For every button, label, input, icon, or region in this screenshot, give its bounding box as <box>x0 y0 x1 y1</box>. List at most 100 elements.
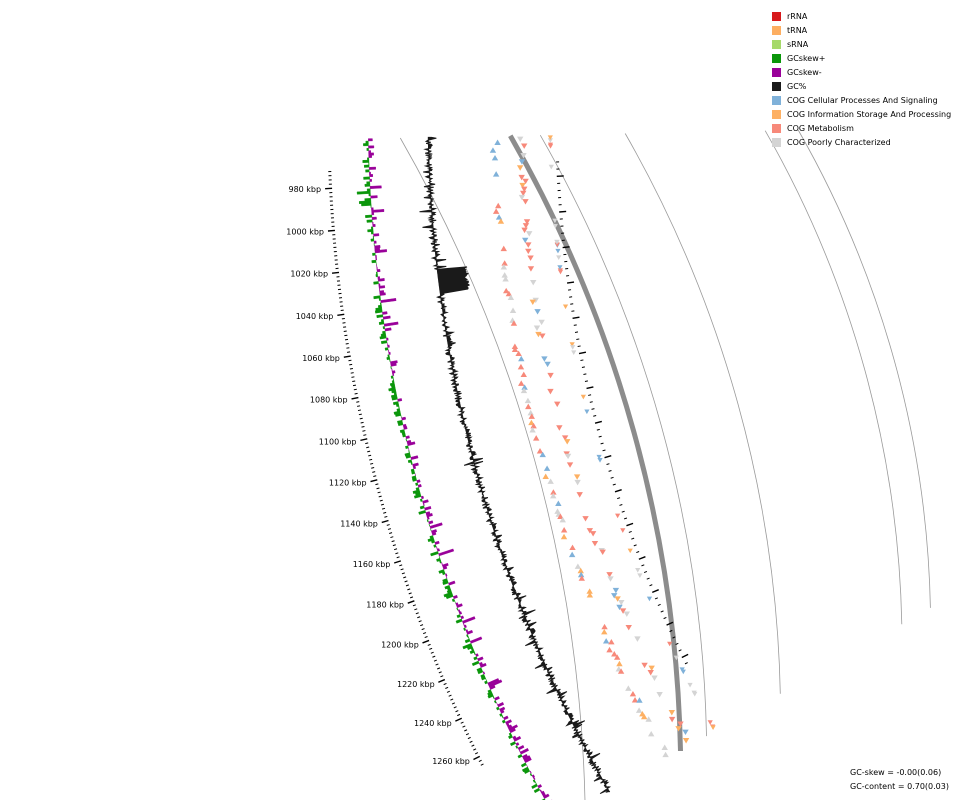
axis-tick <box>370 479 378 483</box>
gc-skew-positive-bar <box>487 693 494 699</box>
inner-tick <box>619 504 623 506</box>
legend-label: tRNA <box>787 25 808 35</box>
gc-skew-negative-bar <box>434 540 440 545</box>
gc-skew-positive-bar <box>508 734 513 740</box>
axis-tick <box>368 454 372 457</box>
inner-tick <box>651 589 659 594</box>
axis-tick <box>396 556 400 559</box>
gc-skew-negative-bar <box>513 736 522 742</box>
axis-tick <box>407 600 415 604</box>
legend-swatch <box>772 39 781 49</box>
legend-label: GCskew+ <box>787 53 826 63</box>
gc-skew-positive-bar <box>451 598 456 602</box>
guide-ring <box>764 130 903 625</box>
gc-skew-positive-bar <box>471 660 480 667</box>
gc-skew-negative-bar <box>368 152 374 156</box>
axis-tick <box>435 663 439 666</box>
axis-tick <box>349 368 353 370</box>
gc-skew-positive-bar <box>438 569 445 574</box>
inner-tick <box>614 489 622 493</box>
feature-plus-strand <box>503 287 510 294</box>
gc-skew-positive-bar <box>363 176 370 180</box>
axis-tick <box>352 380 356 383</box>
legend-item-gcskew-pos: GCskew+ <box>772 51 951 65</box>
feature-plus-strand <box>625 685 632 691</box>
gc-skew-positive-bar <box>438 555 441 559</box>
axis-tick-label: 1080 kbp <box>310 396 348 405</box>
gc-skew-positive-bar <box>384 347 389 351</box>
axis-tick <box>457 713 461 717</box>
gc-skew-positive-bar <box>462 643 473 650</box>
feature-plus-strand <box>613 654 621 660</box>
gc-skew-positive-bar <box>363 143 369 147</box>
gc-skew-negative-bar <box>378 285 386 289</box>
axis-tick <box>384 515 388 518</box>
axis-tick-label: 1140 kbp <box>340 520 378 529</box>
inner-tick <box>675 642 679 646</box>
axis-tick <box>377 491 381 494</box>
legend-item-gc-percent: GC% <box>772 79 951 93</box>
axis-tick <box>366 446 370 449</box>
gc-skew-negative-bar <box>462 616 476 624</box>
axis-tick <box>403 576 407 579</box>
guide-ring <box>539 135 707 737</box>
legend-label: COG Poorly Characterized <box>787 137 891 147</box>
gc-skew-negative-bar <box>488 679 503 688</box>
inner-tick <box>633 544 637 547</box>
axis-tick <box>356 401 360 403</box>
feature-plus-strand <box>492 171 500 177</box>
position-axis: 980 kbp 1000 kbp 1020 kbp 1040 kbp 1060 kbp 1… <box>286 170 484 766</box>
inner-tick <box>631 537 635 540</box>
gc-skew-negative-bar <box>392 372 395 377</box>
axis-tick <box>389 532 393 534</box>
feature-plus-strand <box>529 427 536 433</box>
feature-minus-strand <box>520 190 527 197</box>
axis-tick <box>358 413 362 416</box>
gc-skew-negative-bar <box>445 575 448 579</box>
gc-skew-negative-bar <box>403 426 408 430</box>
axis-tick <box>473 748 477 751</box>
feature-outer <box>547 144 554 149</box>
gc-skew-negative-bar <box>529 770 532 774</box>
axis-tick <box>467 736 471 740</box>
gc-skew-positive-bar <box>466 645 474 650</box>
feature-plus-strand <box>518 380 525 386</box>
gc-skew-negative-bar <box>422 503 425 506</box>
gc-skew-negative-bar <box>370 195 378 199</box>
legend-item-srna: sRNA <box>772 37 951 51</box>
guide-ring <box>624 133 781 694</box>
gc-skew-negative-bar <box>369 185 382 189</box>
axis-tick <box>422 639 430 644</box>
gc-skew-positive-bar <box>445 594 454 600</box>
gc-skew-positive-bar <box>501 715 504 719</box>
gc-skew-negative-bar <box>378 288 381 292</box>
inner-tick <box>589 401 593 403</box>
feature-minus-strand <box>625 624 632 631</box>
gc-skew-positive-bar <box>370 238 375 242</box>
feature-outer <box>584 409 590 415</box>
gc-skew-positive-bar <box>456 614 461 619</box>
axis-tick-label: 1120 kbp <box>329 479 367 488</box>
feature-plus-strand <box>631 697 639 703</box>
gc-skew-negative-bar <box>428 520 434 525</box>
gc-skew-positive-bar <box>431 539 436 544</box>
feature-outer <box>554 239 560 245</box>
feature-plus-strand <box>527 409 534 416</box>
legend-item-cog-information: COG Information Storage And Processing <box>772 107 951 121</box>
gc-skew-positive-bar <box>443 591 453 598</box>
gc-skew-negative-bar <box>426 513 433 518</box>
feature-minus-strand <box>677 721 684 727</box>
legend-swatch <box>772 11 781 21</box>
gc-skew-positive-bar <box>485 678 487 682</box>
axis-tick <box>427 643 431 646</box>
feature-plus-strand <box>557 513 564 519</box>
legend-item-cog-cellular: COG Cellular Processes And Signaling <box>772 93 951 107</box>
gc-skew-positive-bar <box>366 219 373 223</box>
axis-tick <box>405 584 409 587</box>
gc-skew-negative-bar <box>371 209 385 213</box>
gc-skew-positive-bar <box>439 560 442 564</box>
axis-tick <box>480 763 484 766</box>
axis-tick <box>369 458 373 461</box>
legend-item-gcskew-neg: GCskew- <box>772 65 951 79</box>
gc-skew-positive-bar <box>365 169 370 173</box>
